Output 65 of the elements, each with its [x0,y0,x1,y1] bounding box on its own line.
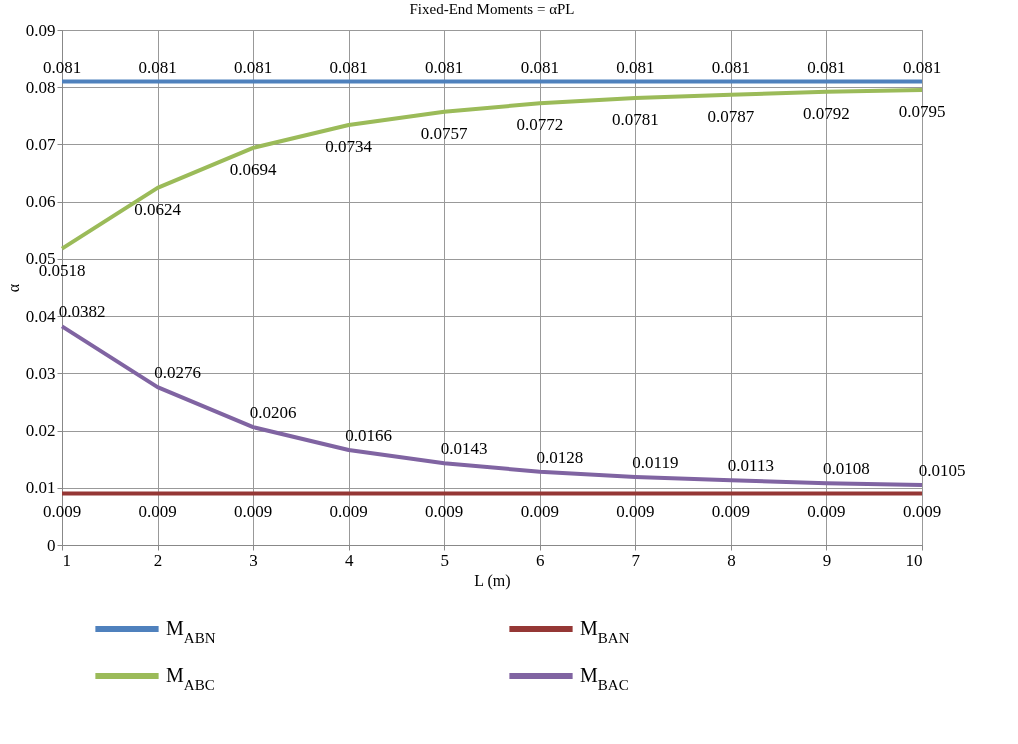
data-label: 0.0772 [516,115,564,135]
data-label: 0.0624 [134,199,182,219]
y-tick-label: 0 [47,535,56,555]
data-label: 0.009 [616,501,655,521]
data-label: 0.0206 [249,403,297,423]
y-tick-label: 0.06 [25,192,56,212]
y-tick-label: 0.01 [25,478,56,498]
data-label: 0.0795 [898,102,946,122]
x-tick-label: 10 [905,550,923,570]
data-label: 0.081 [616,57,655,77]
y-axis-title: α [4,283,22,293]
data-label: 0.0792 [803,103,850,123]
x-tick-label: 1 [62,550,71,570]
data-label: 0.081 [711,57,751,77]
data-label: 0.009 [902,501,942,521]
data-label: 0.081 [329,57,368,77]
y-tick-label: 0.04 [25,306,56,326]
data-label: 0.081 [42,57,82,77]
chart-title: Fixed-End Moments = αPL [409,1,575,17]
legend-label: M$_{ABC}$ [166,664,215,693]
data-label: 0.081 [138,57,177,77]
x-tick-label: 2 [153,550,163,570]
data-label: 0.009 [520,501,559,521]
y-tick-label: 0.03 [25,363,56,383]
x-tick-label: 7 [631,550,641,570]
x-tick-label: 9 [822,550,832,570]
data-label: 0.0787 [707,106,755,126]
legend-label: M$_{BAC}$ [580,664,629,693]
data-label: 0.0166 [345,426,393,446]
data-label: 0.0276 [154,363,201,383]
data-label: 0.009 [807,501,846,521]
data-label: 0.0108 [823,459,870,479]
data-label: 0.0143 [440,439,488,459]
data-label: 0.0105 [918,460,966,480]
data-label: 0.009 [425,501,464,521]
y-tick-label: 0.07 [25,134,56,154]
y-tick-label: 0.02 [25,421,56,441]
data-label: 0.0781 [611,110,659,130]
x-tick-label: 5 [440,550,449,570]
data-label: 0.081 [233,57,273,77]
data-label: 0.081 [520,57,559,77]
data-label: 0.0734 [325,136,373,156]
x-tick-label: 8 [727,550,736,570]
data-label: 0.0128 [536,447,584,467]
data-label: 0.009 [329,501,368,521]
data-label: 0.0119 [632,452,679,472]
x-tick-label: 3 [249,550,258,570]
data-label: 0.081 [807,57,846,77]
data-label: 0.081 [425,57,464,77]
data-label: 0.0113 [727,456,774,476]
y-tick-label: 0.08 [25,77,56,97]
data-label: 0.009 [42,501,82,521]
x-tick-label: 6 [536,550,545,570]
data-label: 0.0382 [58,302,106,322]
legend-label: M$_{ABN}$ [166,617,216,646]
data-label: 0.081 [902,57,942,77]
legend-label: M$_{BAN}$ [580,617,630,646]
data-label: 0.0757 [420,123,469,143]
data-label: 0.009 [138,501,177,521]
y-tick-label: 0.09 [25,20,56,40]
x-axis-title: L (m) [474,571,511,590]
x-tick-label: 4 [344,550,354,570]
data-label: 0.009 [233,501,273,521]
data-label: 0.0694 [229,159,277,179]
data-label: 0.009 [711,501,751,521]
